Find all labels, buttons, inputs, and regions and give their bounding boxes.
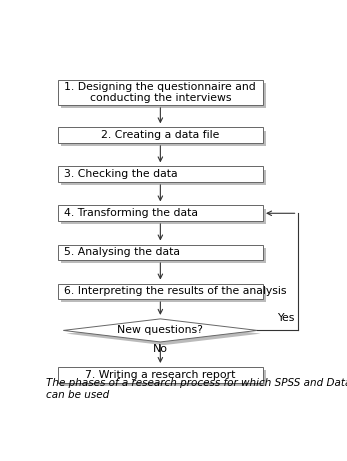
Text: 6. Interpreting the results of the analysis: 6. Interpreting the results of the analy…	[64, 286, 287, 296]
Text: 1. Designing the questionnaire and
conducting the interviews: 1. Designing the questionnaire and condu…	[65, 82, 256, 103]
FancyBboxPatch shape	[61, 170, 266, 185]
FancyBboxPatch shape	[61, 209, 266, 225]
FancyBboxPatch shape	[58, 244, 263, 260]
FancyBboxPatch shape	[61, 248, 266, 263]
FancyBboxPatch shape	[58, 367, 263, 383]
FancyBboxPatch shape	[58, 80, 263, 105]
Text: The phases of a research process for which SPSS and Data Entry
can be used: The phases of a research process for whi…	[46, 378, 347, 400]
FancyBboxPatch shape	[61, 370, 266, 386]
FancyBboxPatch shape	[61, 130, 266, 146]
FancyBboxPatch shape	[61, 287, 266, 302]
Text: 5. Analysing the data: 5. Analysing the data	[64, 248, 180, 257]
Text: Yes: Yes	[278, 313, 295, 323]
Text: 3. Checking the data: 3. Checking the data	[64, 169, 178, 179]
Text: 2. Creating a data file: 2. Creating a data file	[101, 130, 220, 140]
Text: 7. Writing a research report: 7. Writing a research report	[85, 370, 236, 380]
Text: No: No	[153, 344, 168, 354]
FancyBboxPatch shape	[58, 127, 263, 143]
FancyBboxPatch shape	[58, 206, 263, 221]
Text: New questions?: New questions?	[117, 325, 203, 336]
Polygon shape	[67, 322, 261, 345]
FancyBboxPatch shape	[61, 83, 266, 108]
Polygon shape	[63, 319, 257, 342]
Text: 4. Transforming the data: 4. Transforming the data	[64, 208, 198, 218]
FancyBboxPatch shape	[58, 166, 263, 182]
FancyBboxPatch shape	[58, 284, 263, 299]
